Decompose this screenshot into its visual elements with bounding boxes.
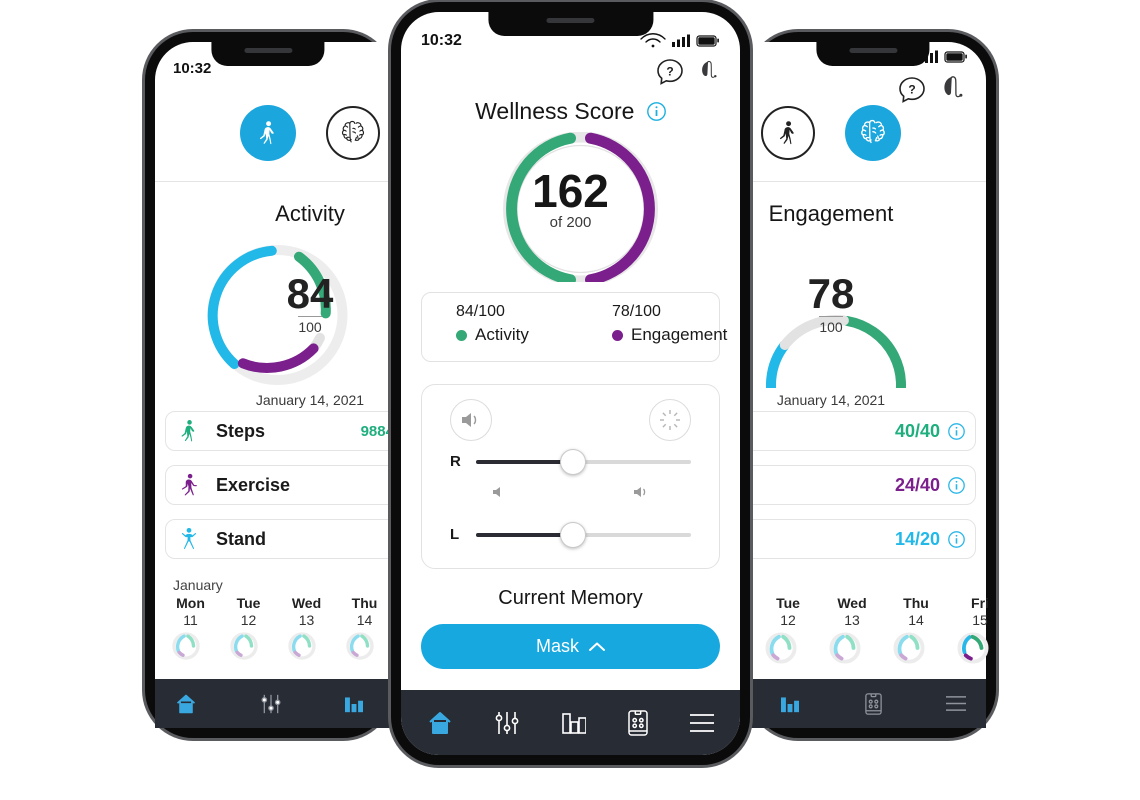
svg-text:?: ?	[666, 64, 673, 78]
svg-text:?: ?	[908, 82, 915, 96]
